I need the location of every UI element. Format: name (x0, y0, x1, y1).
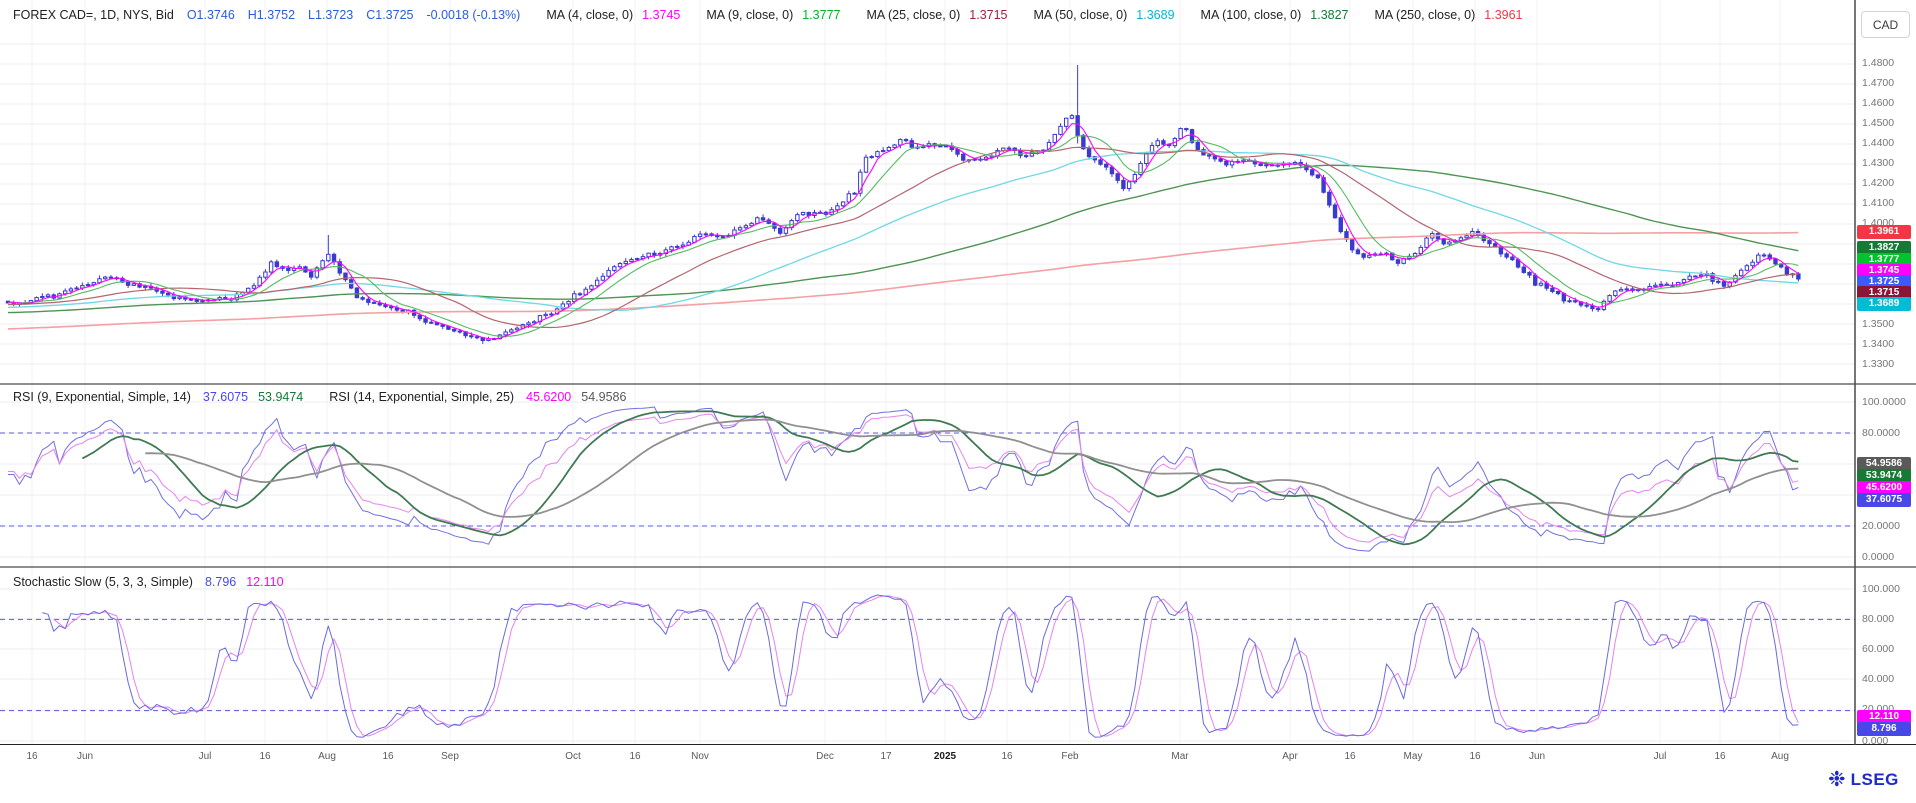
time-axis-label: 16 (1714, 751, 1726, 762)
time-axis-label: Oct (565, 751, 581, 762)
rsi-axis-label: 100.0000 (1862, 396, 1906, 408)
main-chart-legend[interactable]: FOREX CAD=, 1D, NYS, Bid O1.3746 H1.3752… (13, 8, 1523, 22)
time-axis-label: 16 (629, 751, 641, 762)
ma-legend-label[interactable]: MA (50, close, 0) (1033, 8, 1128, 22)
stoch-k-value: 8.796 (204, 575, 237, 589)
price-axis-label: 1.4500 (1862, 117, 1895, 129)
price-value-badge: 1.3827 (1857, 241, 1911, 255)
price-chart-canvas[interactable] (0, 0, 1916, 745)
stoch-value-badge: 12.110 (1857, 710, 1911, 724)
time-axis-label: 16 (1344, 751, 1356, 762)
time-axis-label: Jun (1528, 751, 1546, 762)
rsi2-value: 45.6200 (526, 390, 572, 404)
price-axis-label: 1.4100 (1862, 197, 1895, 209)
rsi-value-badge: 54.9586 (1857, 457, 1911, 471)
close-value: C1.3725 (366, 8, 414, 22)
open-value: O1.3746 (186, 8, 235, 22)
time-axis-label: Aug (1771, 751, 1789, 762)
stochastic-legend[interactable]: Stochastic Slow (5, 3, 3, Simple) 8.796 … (13, 575, 284, 589)
time-axis-label: Aug (318, 751, 336, 762)
price-value-badge: 1.3689 (1857, 297, 1911, 311)
rsi2-label: RSI (14, Exponential, Simple, 25) (329, 390, 515, 404)
lseg-logo: ❉ LSEG (1828, 769, 1899, 790)
time-axis-label: 2025 (933, 751, 957, 762)
ma-legend-list: MA (4, close, 0) 1.3745 MA (9, close, 0) 1.… (520, 8, 1522, 22)
ma-legend-value: 1.3745 (642, 8, 681, 22)
change-value: -0.0018 (-0.13%) (426, 8, 521, 22)
time-axis-label: May (1403, 751, 1423, 762)
time-axis-label: 16 (1469, 751, 1481, 762)
ma-legend-label[interactable]: MA (4, close, 0) (546, 8, 634, 22)
ma-legend-value: 1.3827 (1310, 8, 1349, 22)
time-axis-label: Sep (441, 751, 459, 762)
rsi1-label: RSI (9, Exponential, Simple, 14) (13, 390, 191, 404)
low-value: L1.3723 (308, 8, 354, 22)
time-axis-label: 17 (880, 751, 892, 762)
ma-legend-value: 1.3689 (1136, 8, 1175, 22)
time-axis-label: 16 (1001, 751, 1013, 762)
stoch-axis-label: 0.000 (1862, 735, 1889, 747)
time-axis[interactable]: 16 Jun Jul 16 Aug 16 Sep Oct 16 Nov Dec 17 2025 16 Feb… (0, 746, 1855, 770)
price-axis-label: 1.3400 (1862, 338, 1895, 350)
time-axis-label: Feb (1061, 751, 1079, 762)
price-value-badge: 1.3777 (1857, 253, 1911, 267)
high-value: H1.3752 (247, 8, 296, 22)
stoch-axis-label: 60.000 (1862, 643, 1895, 655)
stoch-axis-label: 40.000 (1862, 673, 1895, 685)
time-axis-label: Mar (1171, 751, 1189, 762)
ma-legend-value: 1.3715 (969, 8, 1008, 22)
ma-legend-label[interactable]: MA (100, close, 0) (1200, 8, 1302, 22)
price-axis-label: 1.4400 (1862, 137, 1895, 149)
rsi-value-badge: 45.6200 (1857, 481, 1911, 495)
stoch-d-value: 12.110 (246, 575, 284, 589)
rsi2-ma-value: 54.9586 (581, 390, 627, 404)
rsi-legend[interactable]: RSI (9, Exponential, Simple, 14) 37.6075… (13, 390, 626, 404)
stoch-value-badge: 8.796 (1857, 722, 1911, 736)
time-axis-label: Jun (76, 751, 94, 762)
rsi1-ma-value: 53.9474 (258, 390, 304, 404)
ma-legend-value: 1.3961 (1484, 8, 1523, 22)
rsi-value-badge: 37.6075 (1857, 493, 1911, 507)
price-axis-label: 1.4800 (1862, 57, 1895, 69)
lseg-logo-icon: ❉ (1828, 768, 1846, 791)
time-axis-label: Dec (816, 751, 834, 762)
currency-chip[interactable]: CAD (1861, 11, 1910, 38)
price-axis-label: 1.4300 (1862, 157, 1895, 169)
time-axis-label: Apr (1282, 751, 1298, 762)
time-axis-label: Nov (691, 751, 709, 762)
time-axis-label: 16 (382, 751, 394, 762)
price-value-badge: 1.3725 (1857, 275, 1911, 289)
price-axis-label: 1.4200 (1862, 177, 1895, 189)
stoch-axis-label: 80.000 (1862, 613, 1895, 625)
rsi-axis-label: 20.0000 (1862, 520, 1900, 532)
price-axis-label: 1.3300 (1862, 358, 1895, 370)
time-axis-label: Jul (198, 751, 212, 762)
rsi-axis-label: 80.0000 (1862, 427, 1900, 439)
rsi1-value: 37.6075 (202, 390, 249, 404)
price-axis-label: 1.4700 (1862, 77, 1895, 89)
ma-legend-label[interactable]: MA (25, close, 0) (866, 8, 961, 22)
price-axis-label: 1.3500 (1862, 318, 1895, 330)
price-value-badge: 1.3745 (1857, 264, 1911, 278)
ma-legend-label[interactable]: MA (9, close, 0) (706, 8, 794, 22)
price-value-badge: 1.3961 (1857, 225, 1911, 239)
stoch-axis-label: 100.000 (1862, 583, 1900, 595)
rsi-axis-label: 0.0000 (1862, 551, 1895, 563)
ma-legend-value: 1.3777 (802, 8, 841, 22)
price-axis-label: 1.4600 (1862, 97, 1895, 109)
time-axis-label: Jul (1653, 751, 1667, 762)
rsi-value-badge: 53.9474 (1857, 469, 1911, 483)
lseg-logo-text: LSEG (1850, 769, 1899, 789)
instrument-title: FOREX CAD=, 1D, NYS, Bid (13, 8, 174, 22)
ma-legend-label[interactable]: MA (250, close, 0) (1374, 8, 1476, 22)
stoch-label: Stochastic Slow (5, 3, 3, Simple) (13, 575, 193, 589)
time-axis-label: 16 (259, 751, 271, 762)
time-axis-label: 16 (26, 751, 38, 762)
price-value-badge: 1.3715 (1857, 286, 1911, 300)
